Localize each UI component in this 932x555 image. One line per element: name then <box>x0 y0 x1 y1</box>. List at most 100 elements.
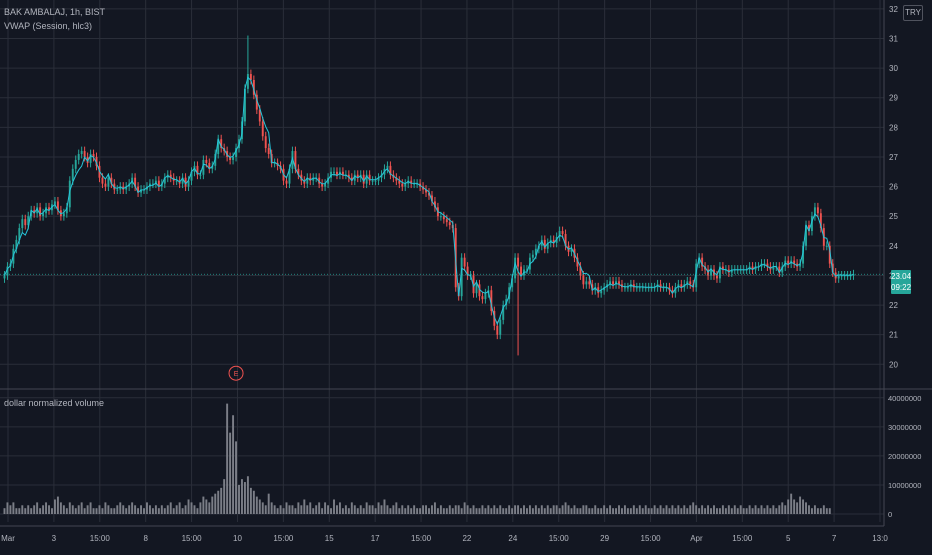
volume-bar <box>546 505 549 514</box>
price-tick-label: 20 <box>889 360 898 369</box>
volume-bar <box>107 505 110 514</box>
volume-bar <box>431 505 433 514</box>
volume-bar <box>475 508 478 514</box>
candle-body <box>157 180 160 187</box>
volume-bar <box>6 502 9 514</box>
time-tick-label: Mar <box>1 534 15 543</box>
volume-bar <box>95 508 98 514</box>
time-tick-label: 15:00 <box>182 534 203 543</box>
candle-body <box>701 257 704 267</box>
volume-bar <box>36 502 39 514</box>
candle-body <box>552 239 555 243</box>
candle-body <box>781 266 784 273</box>
candle-body <box>787 260 790 264</box>
candle-body <box>837 275 840 279</box>
candle-body <box>137 186 140 193</box>
candle-body <box>445 219 448 223</box>
currency-badge[interactable]: TRY <box>903 5 923 21</box>
volume-bar <box>579 508 582 514</box>
volume-bar <box>125 508 128 514</box>
volume-bar <box>300 505 303 514</box>
volume-bar <box>606 508 609 514</box>
volume-bar <box>484 508 487 514</box>
candle-body <box>107 177 110 187</box>
candle-body <box>258 109 261 122</box>
volume-bar <box>404 508 407 514</box>
candle-body <box>333 171 335 173</box>
time-tick-label: 3 <box>52 534 57 543</box>
candle-body <box>327 177 330 184</box>
volume-bar <box>196 508 199 514</box>
volume-bar <box>552 505 555 514</box>
candle-body <box>463 257 466 267</box>
volume-bar <box>445 508 448 514</box>
volume-bar <box>558 508 561 514</box>
volume-bar <box>689 505 692 514</box>
candle-body <box>490 290 493 311</box>
volume-bar <box>267 493 270 514</box>
volume-bar <box>74 508 77 514</box>
candle-body <box>321 183 324 187</box>
candle-body <box>386 165 389 169</box>
candle-body <box>846 275 849 277</box>
candle-body <box>187 180 190 187</box>
symbol-legend[interactable]: BAK AMBALAJ, 1h, BIST <box>4 7 106 17</box>
volume-bar <box>122 505 125 514</box>
volume-bar <box>53 499 56 514</box>
volume-bar <box>208 502 211 514</box>
candle-body <box>638 287 641 289</box>
volume-bar <box>229 432 232 514</box>
volume-bar <box>303 499 306 514</box>
volume-bar <box>448 505 451 514</box>
volume-bar <box>763 508 766 514</box>
vwap-legend[interactable]: VWAP (Session, hlc3) <box>4 21 93 31</box>
time-tick-label: 10 <box>233 534 242 543</box>
volume-bar <box>528 505 531 514</box>
volume-bar <box>51 508 53 514</box>
volume-bar <box>549 508 552 514</box>
candle-body <box>540 239 543 246</box>
volume-bar <box>653 505 656 514</box>
volume-bar <box>695 505 698 514</box>
volume-bar <box>321 508 324 514</box>
volume-bar <box>356 508 359 514</box>
candle-body <box>517 257 520 267</box>
volume-bar <box>626 508 629 514</box>
volume-bar <box>686 508 689 514</box>
volume-bar <box>600 508 603 514</box>
volume-bar <box>632 505 635 514</box>
volume-tick-label: 0 <box>888 510 892 519</box>
volume-tick-label: 40000000 <box>888 394 921 403</box>
candle-body <box>828 245 831 264</box>
candle-body <box>125 186 128 190</box>
volume-legend[interactable]: dollar normalized volume <box>4 398 105 408</box>
vwap-line <box>4 76 854 326</box>
volume-bar <box>151 508 154 514</box>
candle-body <box>499 319 502 335</box>
volume-bar <box>104 502 107 514</box>
volume-bar <box>819 508 822 514</box>
candle-body <box>404 183 407 187</box>
volume-bar <box>597 508 600 514</box>
volume-bar <box>493 505 496 514</box>
candle-body <box>597 287 600 294</box>
volume-bar <box>784 505 787 514</box>
candle-body <box>425 189 427 193</box>
candle-body <box>62 213 65 217</box>
volume-bar <box>499 505 502 514</box>
candle-body <box>249 74 252 80</box>
bar-countdown: 09:22 <box>891 283 912 292</box>
volume-bar <box>490 508 493 514</box>
volume-bar <box>609 505 612 514</box>
candle-body <box>475 284 478 294</box>
candle-body <box>433 201 436 208</box>
candle-body <box>39 207 42 217</box>
volume-bar <box>89 502 92 514</box>
volume-bar <box>638 505 641 514</box>
volume-bar <box>401 505 404 514</box>
volume-bar <box>422 505 425 514</box>
volume-bar <box>410 508 413 514</box>
candle-body <box>594 287 597 291</box>
